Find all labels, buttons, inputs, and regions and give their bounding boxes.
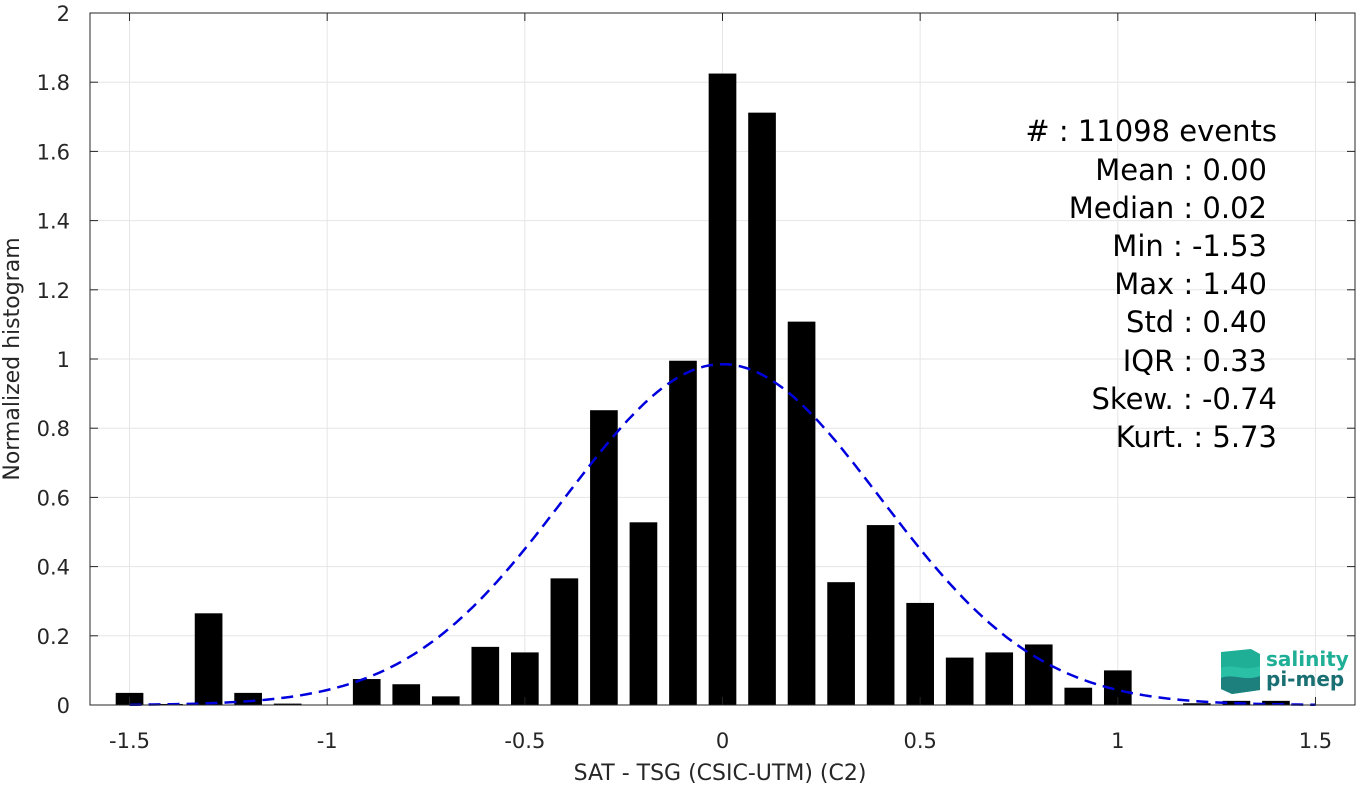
histogram-bar [392, 684, 421, 705]
y-tick-label: 0.8 [37, 417, 70, 441]
stat-min: Min : -1.53 [1112, 229, 1267, 263]
logo-wave-icon [1221, 649, 1260, 694]
histogram-bar [945, 657, 974, 705]
x-tick-label: 0 [716, 729, 729, 753]
histogram-bar [1064, 687, 1093, 705]
x-tick-label: 1 [1111, 729, 1124, 753]
histogram-bar [431, 696, 460, 705]
histogram-bar [194, 613, 223, 705]
histogram-bar [708, 73, 737, 706]
tick-labels: -1.5 -1 -0.5 0 0.5 1 1.5 0 0.2 0.4 0.6 0.8 1 1.2 1.4 1.… [37, 2, 1333, 753]
stat-iqr: IQR : 0.33 [1123, 344, 1267, 378]
histogram-bar [590, 410, 618, 705]
logo-line-salinity: salinity [1266, 647, 1349, 671]
stat-median: Median : 0.02 [1069, 191, 1267, 225]
y-tick-label: 0 [57, 694, 70, 718]
histogram-bar [511, 652, 539, 705]
histogram-bar [629, 522, 658, 705]
y-tick-label: 2 [57, 2, 70, 26]
x-tick-label: -1.5 [109, 729, 150, 753]
y-tick-label: 0.4 [37, 556, 70, 580]
logo-line-pi-mep: pi-mep [1266, 667, 1344, 691]
histogram-bar [866, 525, 895, 705]
histogram-bar [787, 321, 816, 705]
histogram-bar [471, 646, 500, 705]
stat-std: Std : 0.40 [1126, 305, 1267, 339]
x-tick-label: -1 [317, 729, 338, 753]
histogram-bar [827, 582, 855, 705]
histogram-bar [550, 578, 579, 705]
x-axis-label: SAT - TSG (CSIC-UTM) (C2) [574, 761, 867, 785]
histogram-bar [669, 360, 697, 705]
y-tick-label: 1.2 [37, 279, 70, 303]
histogram-bar [1262, 700, 1290, 705]
histogram-bar [1183, 703, 1211, 705]
stat-mean: Mean : 0.00 [1095, 153, 1267, 187]
axes [89, 12, 1356, 706]
stat-count: # : 11098 events [1025, 114, 1277, 148]
gaussian-fit-line [129, 362, 1316, 706]
x-tick-label: 0.5 [903, 729, 936, 753]
x-tick-label: 1.5 [1299, 729, 1332, 753]
y-tick-label: 0.6 [37, 486, 70, 510]
y-tick-label: 1 [57, 348, 70, 372]
gaussian-fit [129, 362, 1316, 706]
y-axis-label: Normalized histogram [0, 237, 25, 480]
stat-kurt: Kurt. : 5.73 [1116, 420, 1277, 454]
stat-max: Max : 1.40 [1114, 267, 1267, 301]
y-tick-label: 1.4 [37, 210, 70, 234]
histogram-bar [234, 692, 262, 705]
histogram-bar [748, 112, 776, 705]
histogram-bar [1024, 644, 1053, 705]
histogram-bar [352, 679, 381, 705]
statistics-box: # : 11098 events Mean : 0.00 Median : 0.… [1025, 114, 1277, 454]
salinity-pi-mep-logo: salinity pi-mep [1221, 647, 1349, 694]
histogram-bar [985, 652, 1014, 705]
y-tick-label: 1.6 [37, 140, 70, 164]
histogram-bar [273, 703, 302, 705]
y-tick-label: 1.8 [37, 71, 70, 95]
histogram-bar [906, 602, 934, 705]
y-tick-label: 0.2 [37, 625, 70, 649]
stat-skew: Skew. : -0.74 [1091, 382, 1277, 416]
x-tick-label: -0.5 [504, 729, 545, 753]
